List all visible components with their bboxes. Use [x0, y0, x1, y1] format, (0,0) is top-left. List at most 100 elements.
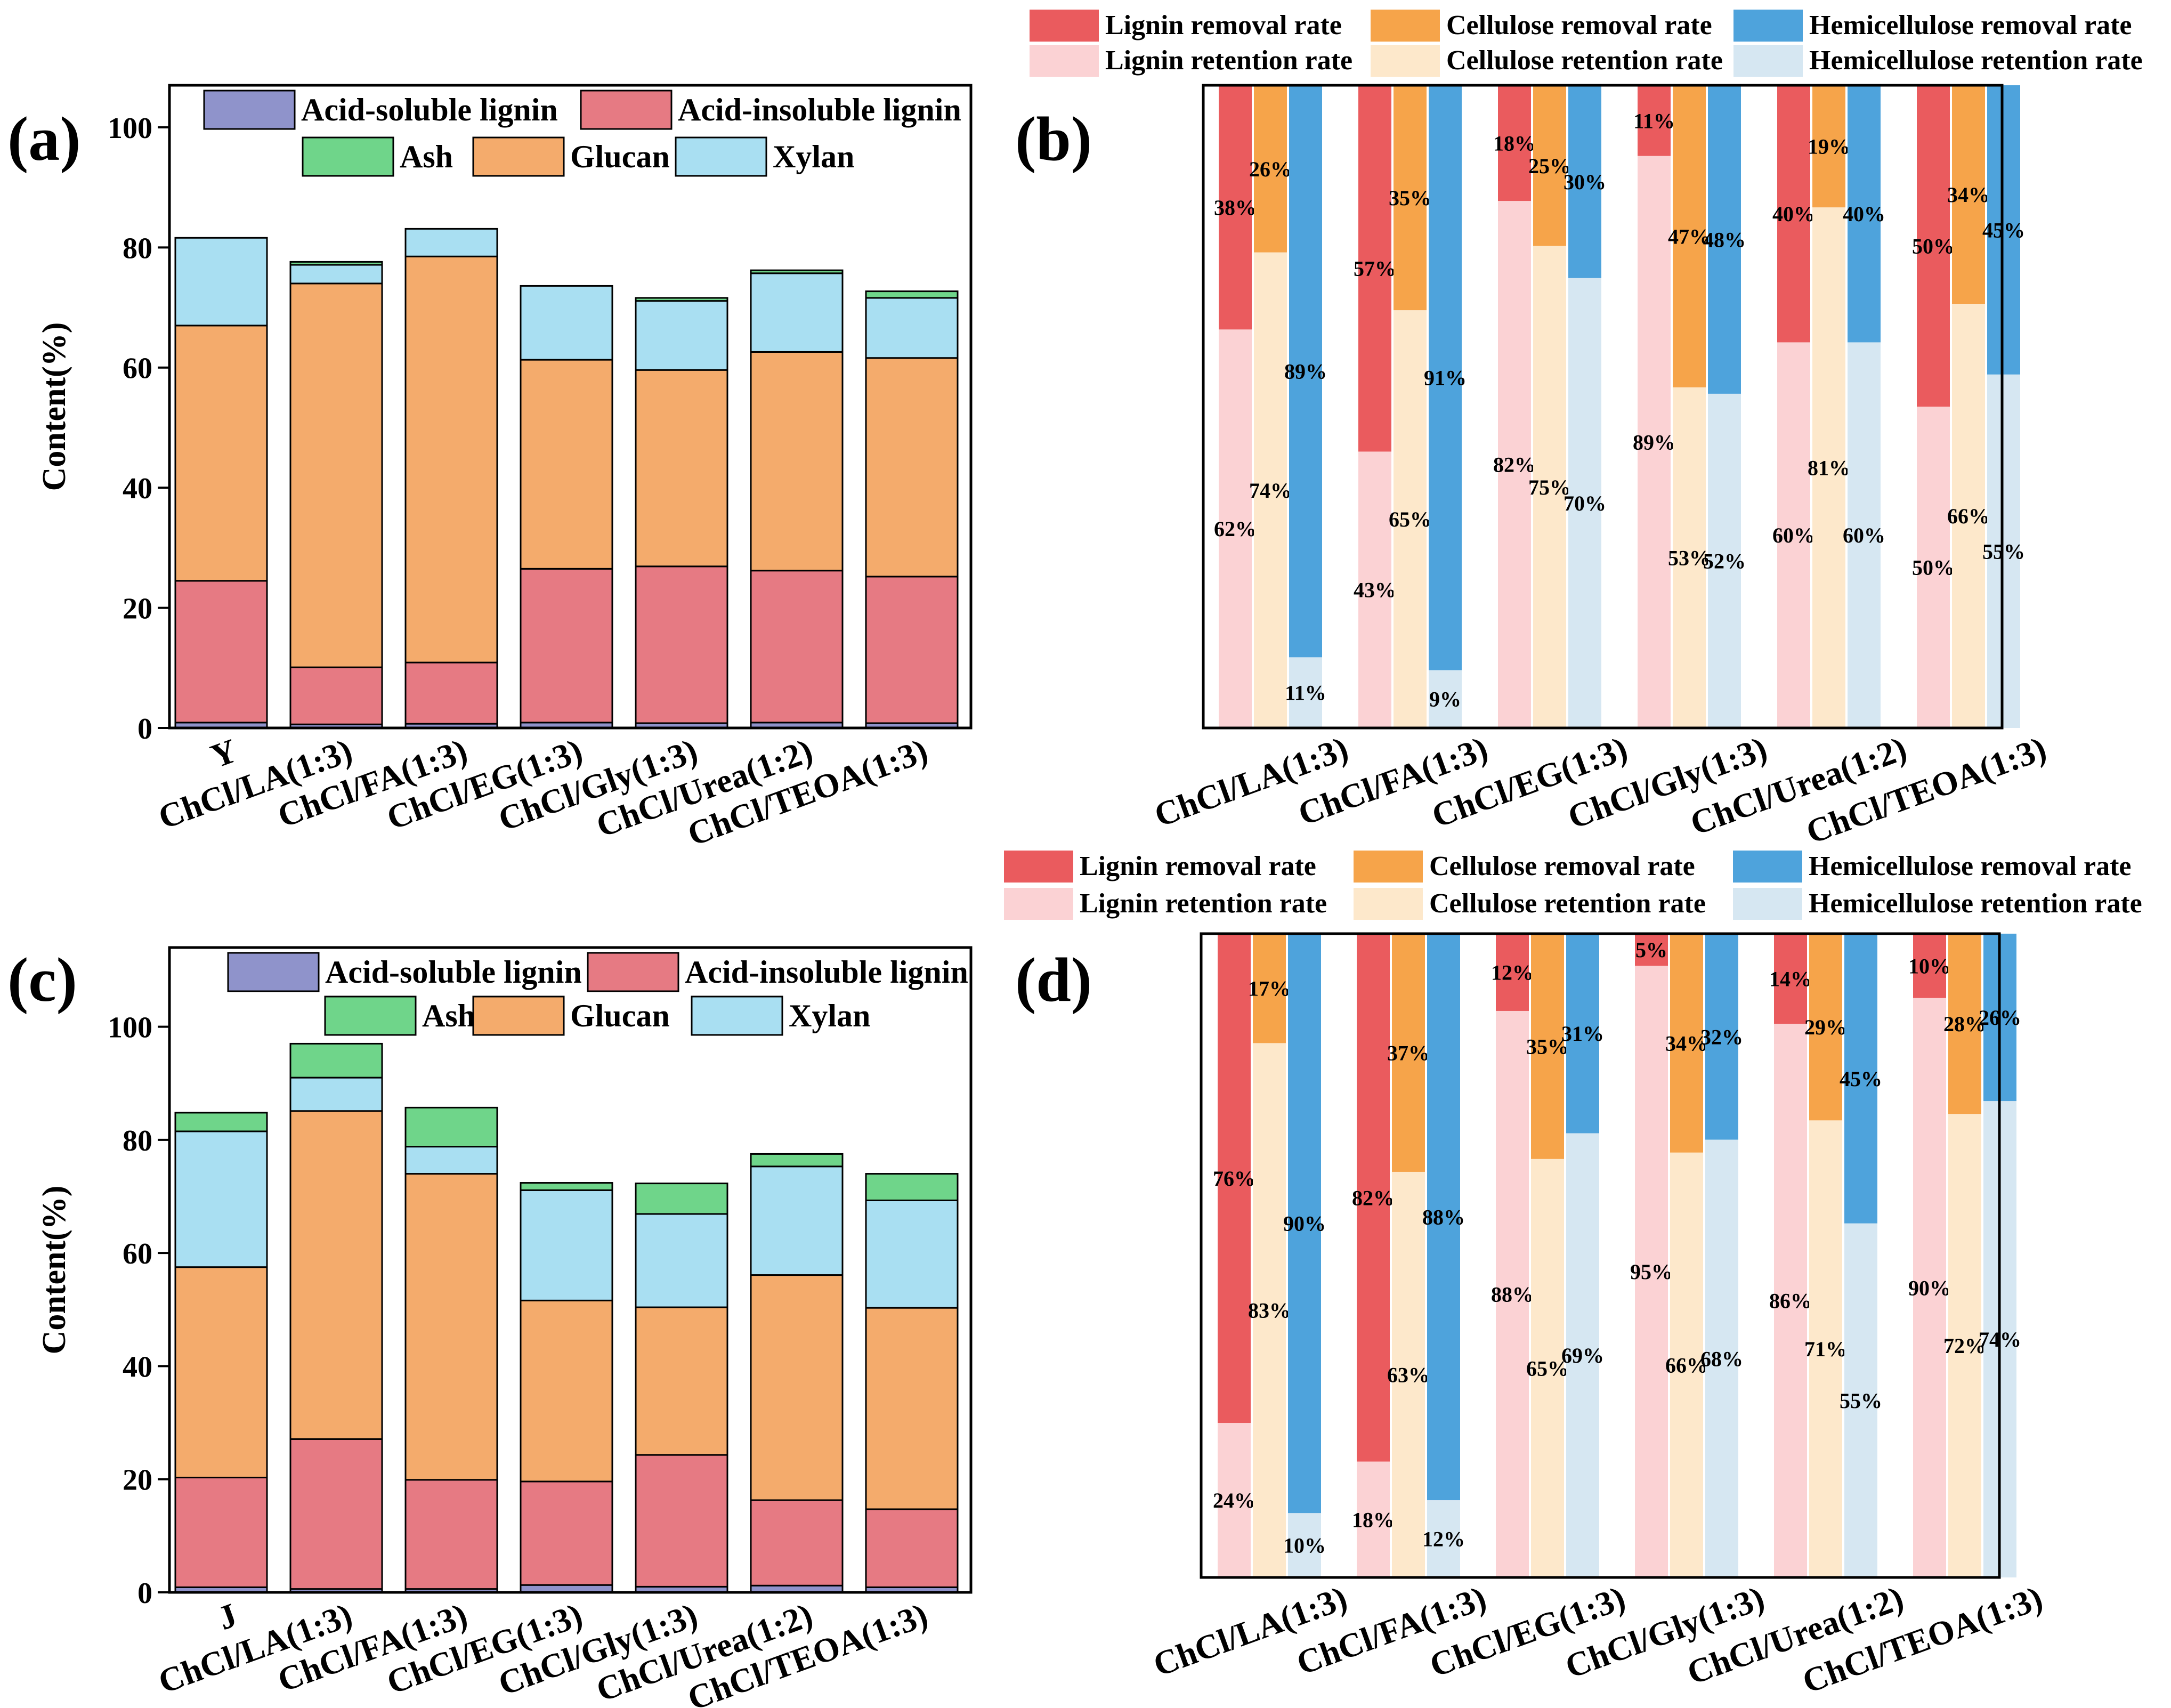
data-label-retention: 24%	[1213, 1488, 1255, 1512]
data-label-retention: 70%	[1564, 491, 1606, 515]
data-label-retention: 12%	[1422, 1527, 1465, 1551]
legend-swatch-lignin-removal-rate	[1004, 851, 1073, 883]
bar-lignin-retention-chcl-gly-1-3	[1638, 156, 1671, 728]
bar-glucan-chcl-gly-1-3	[635, 1306, 728, 1456]
legend-label: Cellulose removal rate	[1446, 10, 1712, 41]
data-label-removal: 32%	[1700, 1025, 1743, 1049]
bar-glucan-y	[174, 325, 268, 582]
legend-label: Xylan	[773, 139, 854, 174]
data-label-removal: 35%	[1389, 186, 1431, 210]
bar-cellulose-retention-chcl-fa-1-3	[1392, 1171, 1425, 1577]
bar-lignin-retention-chcl-gly-1-3	[1635, 966, 1668, 1577]
y-tick-label: 0	[137, 1577, 152, 1610]
data-label-removal: 30%	[1564, 170, 1606, 194]
data-label-retention: 65%	[1526, 1356, 1569, 1380]
panel-d: (d)24%76%83%17%10%90%ChCl/LA(1:3)18%82%6…	[1004, 851, 2142, 1701]
bar-acid-insoluble-lignin-y	[174, 580, 268, 724]
bar-xylan-chcl-urea-1-2	[750, 272, 844, 353]
bar-glucan-chcl-la-1-3	[289, 282, 383, 668]
data-label-removal: 35%	[1526, 1034, 1569, 1058]
bar-ash-top-chcl-fa-1-3	[404, 1106, 498, 1148]
data-label-retention: 69%	[1561, 1343, 1604, 1367]
data-label-retention: 55%	[1840, 1389, 1882, 1413]
data-label-retention: 82%	[1493, 453, 1536, 477]
data-label-removal: 40%	[1843, 202, 1885, 226]
data-label-removal: 89%	[1284, 360, 1327, 384]
legend-swatch-acid-insoluble-lignin	[580, 90, 673, 130]
bar-hemicellulose-removal-chcl-gly-1-3	[1705, 934, 1738, 1140]
data-label-retention: 52%	[1703, 549, 1746, 573]
data-label-retention: 10%	[1283, 1534, 1326, 1558]
legend-label: Lignin removal rate	[1080, 851, 1316, 881]
bar-glucan-chcl-teoa-1-3	[865, 357, 959, 578]
bar-cellulose-removal-chcl-la-1-3	[1253, 934, 1286, 1043]
bar-lignin-removal-chcl-teoa-1-3	[1917, 85, 1950, 407]
bar-lignin-removal-chcl-urea-1-2	[1774, 934, 1807, 1024]
bar-hemicellulose-removal-chcl-fa-1-3	[1427, 934, 1460, 1501]
bar-acid-insoluble-lignin-chcl-fa-1-3	[404, 1479, 498, 1590]
bar-cellulose-retention-chcl-urea-1-2	[1809, 1120, 1842, 1577]
bar-hemicellulose-removal-chcl-eg-1-3	[1568, 85, 1601, 278]
y-tick-label: 80	[123, 1124, 152, 1157]
bar-cellulose-retention-chcl-gly-1-3	[1673, 387, 1706, 728]
bar-glucan-chcl-teoa-1-3	[865, 1307, 959, 1510]
y-axis-label: Content(%)	[36, 1186, 72, 1355]
bar-cellulose-retention-chcl-fa-1-3	[1394, 310, 1427, 728]
y-tick-label: 80	[123, 232, 152, 265]
data-label-removal: 28%	[1943, 1012, 1986, 1036]
bar-hemicellulose-removal-chcl-eg-1-3	[1566, 934, 1599, 1134]
data-label-removal: 31%	[1561, 1022, 1604, 1046]
legend-label: Acid-soluble lignin	[325, 954, 582, 990]
legend-swatch-cellulose-removal-rate	[1354, 851, 1423, 883]
legend-label: Hemicellulose retention rate	[1809, 45, 2143, 76]
bar-lignin-removal-chcl-fa-1-3	[1358, 85, 1391, 452]
data-label-removal: 38%	[1214, 196, 1257, 220]
bar-hemicellulose-removal-chcl-fa-1-3	[1429, 85, 1462, 670]
panel-a: (a)020406080100Content(%)YChCl/LA(1:3)Ch…	[7, 84, 973, 853]
bar-ash-top-chcl-la-1-3	[289, 261, 383, 266]
bar-lignin-retention-chcl-la-1-3	[1218, 1423, 1251, 1577]
bar-acid-insoluble-lignin-chcl-gly-1-3	[635, 565, 728, 724]
data-label-removal: 90%	[1283, 1212, 1326, 1236]
bar-cellulose-removal-chcl-gly-1-3	[1670, 934, 1703, 1153]
data-label-retention: 55%	[1982, 539, 2025, 563]
bar-lignin-removal-chcl-teoa-1-3	[1913, 934, 1946, 998]
bar-hemicellulose-retention-chcl-fa-1-3	[1427, 1500, 1460, 1577]
data-label-retention: 11%	[1285, 681, 1326, 705]
legend-label: Hemicellulose removal rate	[1809, 851, 2132, 881]
legend-swatch-xylan	[675, 136, 767, 177]
y-tick-label: 20	[123, 593, 152, 626]
bar-xylan-chcl-eg-1-3	[520, 1189, 613, 1301]
bar-ash-top-chcl-gly-1-3	[635, 297, 728, 302]
bar-xylan-chcl-fa-1-3	[404, 228, 498, 257]
bar-ash-top-chcl-gly-1-3	[635, 1183, 728, 1215]
bar-lignin-removal-chcl-gly-1-3	[1635, 934, 1668, 966]
bar-acid-insoluble-lignin-chcl-eg-1-3	[520, 568, 613, 724]
legend-label: Acid-insoluble lignin	[678, 92, 961, 127]
legend-swatch-lignin-retention-rate	[1030, 45, 1099, 77]
bar-acid-insoluble-lignin-j	[174, 1477, 268, 1588]
legend-swatch-lignin-removal-rate	[1030, 10, 1099, 42]
data-label-retention: 60%	[1843, 523, 1885, 547]
bar-lignin-retention-chcl-urea-1-2	[1774, 1024, 1807, 1577]
bar-acid-insoluble-lignin-chcl-teoa-1-3	[865, 1508, 959, 1588]
legend-label: Glucan	[570, 139, 670, 174]
legend-label: Lignin removal rate	[1105, 10, 1342, 41]
data-label-removal: 19%	[1808, 135, 1850, 159]
bar-hemicellulose-removal-chcl-urea-1-2	[1848, 85, 1881, 343]
data-label-removal: 5%	[1635, 938, 1667, 962]
panel-label: (d)	[1015, 945, 1092, 1015]
x-tick-label: Y	[206, 731, 242, 775]
legend-swatch-glucan	[472, 136, 565, 177]
bar-cellulose-retention-chcl-urea-1-2	[1812, 207, 1845, 728]
plot-frame	[1200, 932, 2001, 1579]
data-label-retention: 66%	[1665, 1353, 1708, 1377]
legend-label: Glucan	[570, 998, 670, 1033]
x-tick-label: J	[213, 1596, 241, 1637]
data-label-retention: 9%	[1429, 687, 1461, 711]
data-label-retention: 53%	[1668, 546, 1711, 570]
bar-xylan-chcl-la-1-3	[289, 1076, 383, 1112]
bar-xylan-chcl-gly-1-3	[635, 1213, 728, 1308]
bar-glucan-j	[174, 1266, 268, 1479]
bar-cellulose-removal-chcl-urea-1-2	[1812, 85, 1845, 208]
